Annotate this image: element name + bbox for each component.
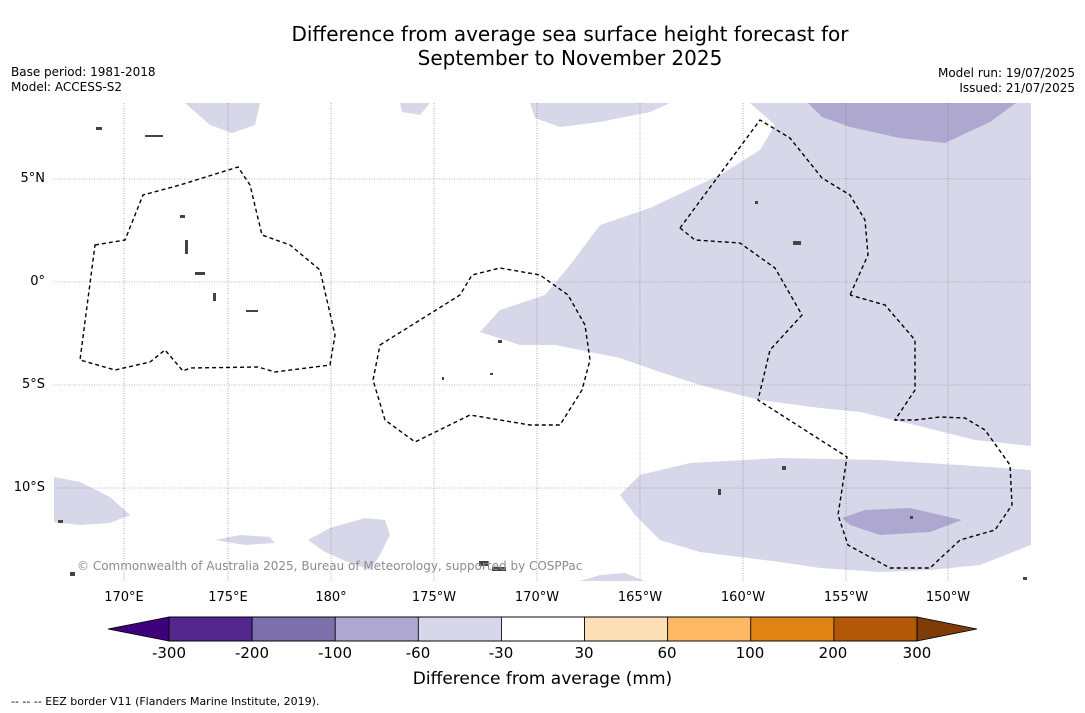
colorbar-cells — [168, 616, 918, 642]
colorbar-cell — [417, 616, 502, 642]
eez-border-west — [79, 166, 336, 373]
island — [145, 135, 163, 137]
anomaly-region-north-1 — [185, 103, 260, 133]
meta-right: Model run: 19/07/2025 Issued: 21/07/2025 — [938, 66, 1075, 96]
colorbar-label: Difference from average (mm) — [412, 669, 673, 689]
eez-borders — [79, 119, 1013, 569]
island — [1023, 577, 1027, 580]
island — [782, 466, 786, 470]
colorbar-tick-label: 60 — [657, 644, 677, 662]
island — [185, 240, 188, 254]
model-name: Model: ACCESS-S2 — [11, 80, 123, 94]
island — [718, 489, 721, 495]
island — [180, 215, 185, 218]
anomaly-region-north-3 — [530, 103, 670, 127]
lon-label-155w: 155°W — [823, 590, 869, 605]
lon-label-175w: 175°W — [411, 590, 457, 605]
lat-label-5n: 5°N — [20, 171, 46, 186]
colorbar-cell — [833, 616, 918, 642]
colorbar-tick-label: 100 — [735, 644, 765, 662]
island — [70, 572, 75, 576]
chart-title: Difference from average sea surface heig… — [0, 22, 1085, 70]
island — [58, 520, 63, 523]
island — [793, 241, 801, 245]
colorbar-tick-label: -30 — [488, 644, 514, 662]
eez-footnote: -- -- -- EEZ border V11 (Flanders Marine… — [11, 695, 320, 708]
islands — [58, 127, 1027, 580]
colorbar-tick-label: -100 — [317, 644, 353, 662]
anomaly-region-southwest-2 — [215, 535, 275, 545]
lon-label-180: 180° — [315, 590, 347, 605]
colorbar-cell — [750, 616, 835, 642]
colorbar-tick-label: 200 — [818, 644, 848, 662]
title-line-1: Difference from average sea surface heig… — [291, 22, 849, 46]
colorbar-cell — [667, 616, 752, 642]
title-line-2: September to November 2025 — [417, 46, 723, 70]
anomaly-shading — [54, 103, 1031, 581]
anomaly-region-west — [54, 477, 130, 525]
lat-label-5s: 5°S — [21, 377, 45, 392]
island — [96, 127, 102, 130]
lon-label-165w: 165°W — [617, 590, 663, 605]
base-period: Base period: 1981-2018 — [11, 65, 156, 79]
anomaly-region-northeast-strong — [808, 103, 1016, 143]
eez-border-east — [679, 227, 1013, 569]
eez-border-northeast — [679, 119, 869, 296]
island — [479, 561, 489, 566]
lon-label-175e: 175°E — [208, 590, 248, 605]
meta-left: Base period: 1981-2018 Model: ACCESS-S2 — [11, 65, 156, 95]
eez-border-central — [372, 267, 591, 443]
colorbar-tick-label: 300 — [902, 644, 932, 662]
lon-label-160w: 160°W — [720, 590, 766, 605]
anomaly-region-south — [620, 458, 1031, 572]
island — [442, 377, 444, 380]
colorbar — [107, 616, 978, 642]
lat-label-10s: 10°S — [13, 480, 45, 495]
anomaly-region-east — [480, 103, 1031, 446]
anomaly-region-north-2 — [400, 103, 430, 115]
colorbar-frame — [168, 616, 918, 642]
island — [490, 373, 493, 375]
colorbar-under-triangle — [107, 616, 170, 642]
island — [755, 201, 758, 204]
colorbar-tick-label: -60 — [405, 644, 431, 662]
lon-label-170w: 170°W — [514, 590, 560, 605]
colorbar-tick-label: 30 — [574, 644, 594, 662]
island — [492, 567, 506, 571]
lon-label-150w: 150°W — [925, 590, 971, 605]
colorbar-cell — [168, 616, 253, 642]
lat-label-0: 0° — [30, 274, 45, 289]
island — [213, 293, 216, 301]
colorbar-cell — [584, 616, 669, 642]
colorbar-over-triangle — [916, 616, 978, 642]
copyright-text: © Commonwealth of Australia 2025, Bureau… — [77, 559, 583, 573]
colorbar-tick-label: -200 — [234, 644, 270, 662]
anomaly-region-southwest-1 — [308, 518, 390, 570]
colorbar-cell — [334, 616, 419, 642]
lon-label-170e: 170°E — [104, 590, 144, 605]
island — [246, 310, 258, 312]
island — [195, 272, 205, 275]
anomaly-region-southeast-strong — [842, 508, 962, 535]
island — [498, 340, 502, 343]
colorbar-tick-label: -300 — [151, 644, 187, 662]
island — [910, 516, 913, 519]
colorbar-cell — [501, 616, 585, 642]
colorbar-cell — [251, 616, 336, 642]
anomaly-region-south-2 — [580, 573, 645, 581]
gridlines — [54, 103, 1031, 581]
model-run: Model run: 19/07/2025 — [937, 66, 1075, 80]
issued-date: Issued: 21/07/2025 — [959, 81, 1075, 95]
